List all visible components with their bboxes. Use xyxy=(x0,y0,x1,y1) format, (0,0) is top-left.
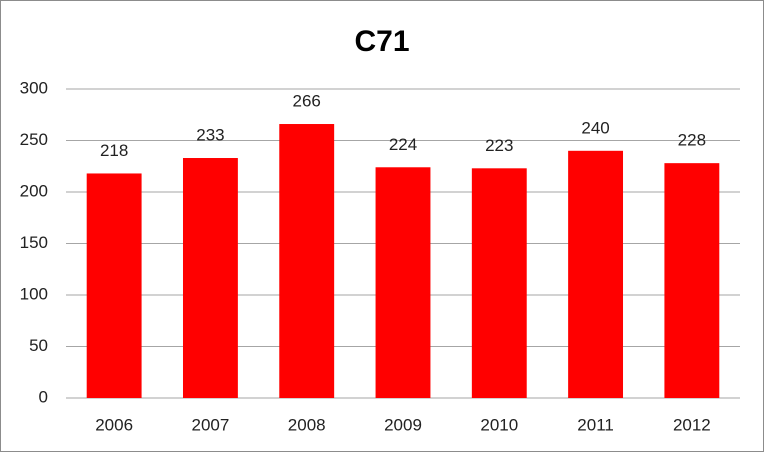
x-tick-label: 2012 xyxy=(673,415,711,434)
chart-title: C71 xyxy=(354,25,409,58)
x-tick-label: 2010 xyxy=(480,415,518,434)
bar xyxy=(279,124,335,399)
bar xyxy=(568,150,624,398)
bar xyxy=(182,158,238,398)
y-tick-label: 200 xyxy=(20,181,48,200)
x-tick-label: 2011 xyxy=(577,415,614,434)
data-label: 224 xyxy=(389,135,417,154)
y-tick-label: 300 xyxy=(20,78,48,97)
bar xyxy=(471,168,527,398)
bar xyxy=(86,173,142,398)
data-label: 223 xyxy=(485,136,513,155)
x-tick-label: 2007 xyxy=(192,415,230,434)
y-tick-label: 100 xyxy=(20,284,48,303)
data-label: 233 xyxy=(196,125,224,144)
x-tick-label: 2009 xyxy=(384,415,422,434)
data-label: 228 xyxy=(678,131,706,150)
bar xyxy=(375,167,431,398)
x-tick-label: 2006 xyxy=(95,415,133,434)
data-label: 240 xyxy=(581,118,609,137)
data-label: 266 xyxy=(293,92,321,111)
y-tick-label: 150 xyxy=(20,233,48,252)
y-tick-label: 50 xyxy=(29,336,48,355)
x-tick-label: 2008 xyxy=(288,415,326,434)
y-tick-label: 250 xyxy=(20,130,48,149)
data-label: 218 xyxy=(100,141,128,160)
bar xyxy=(664,163,720,398)
y-tick-label: 0 xyxy=(39,387,48,406)
